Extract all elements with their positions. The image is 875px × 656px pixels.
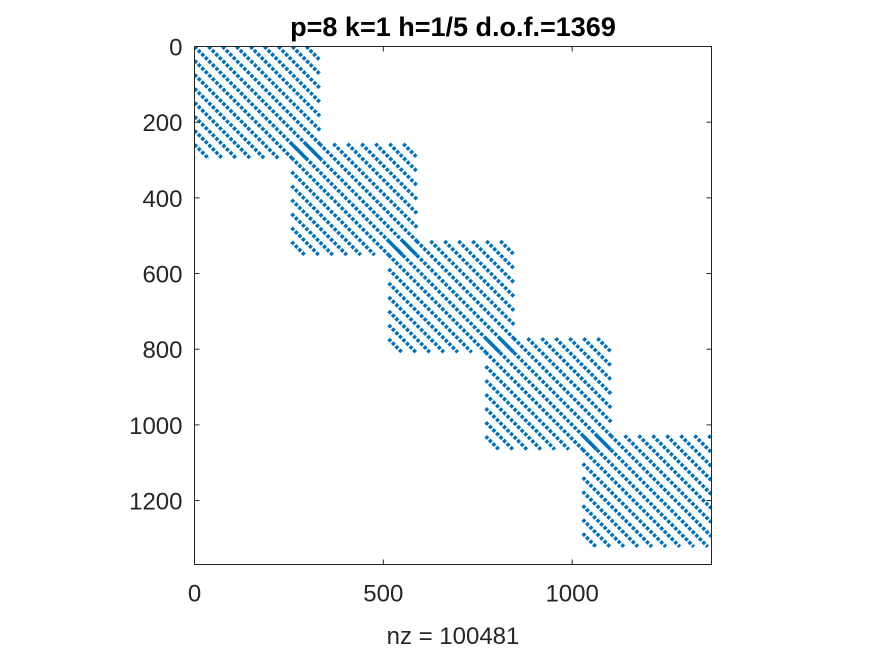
- nonzero-diagonal: [194, 143, 211, 161]
- nonzero-diagonal: [581, 476, 654, 548]
- nonzero-diagonal: [290, 184, 362, 257]
- nonzero-diagonal: [387, 239, 501, 354]
- nonzero-diagonal: [484, 350, 584, 451]
- nonzero-diagonal: [360, 142, 419, 202]
- nonzero-diagonal: [651, 434, 712, 496]
- nonzero-diagonal: [388, 142, 419, 174]
- y-tick-label: 800: [142, 337, 182, 364]
- sparsity-pattern: [194, 46, 712, 548]
- nonzero-block-5: [581, 434, 712, 548]
- x-tick-label: 0: [188, 581, 201, 608]
- nonzero-diagonal: [291, 46, 322, 76]
- nonzero-diagonal: [484, 378, 557, 451]
- nonzero-diagonal: [415, 239, 516, 341]
- nonzero-diagonal: [249, 46, 322, 118]
- nonzero-diagonal: [679, 434, 712, 468]
- nonzero-diagonal: [194, 101, 253, 161]
- nonzero-diagonal: [290, 156, 390, 257]
- nonzero-diagonal: [387, 337, 404, 354]
- nonzero-diagonal: [484, 336, 598, 451]
- y-tick-label: 0: [169, 35, 182, 62]
- nonzero-diagonal: [581, 448, 682, 548]
- chart-title: p=8 k=1 h=1/5 d.o.f.=1369: [290, 12, 616, 42]
- nonzero-block-1: [194, 46, 322, 161]
- nonzero-diagonal: [290, 170, 376, 257]
- nonzero-diagonal: [540, 336, 613, 410]
- nonzero-diagonal: [387, 253, 487, 354]
- nonzero-diagonal: [194, 129, 225, 161]
- nonzero-block-2: [290, 142, 419, 257]
- nonzero-diagonal: [457, 239, 516, 299]
- nonzero-block-4: [484, 336, 613, 451]
- nonzero-diagonal: [665, 434, 712, 482]
- nonzero-diagonal: [194, 46, 308, 161]
- nonzero-diagonal: [609, 434, 712, 538]
- nonzero-diagonal: [581, 462, 668, 548]
- nonzero-diagonal: [484, 434, 501, 451]
- nonzero-diagonal: [581, 518, 612, 548]
- nonzero-diagonal: [387, 281, 459, 354]
- nonzero-diagonal: [512, 336, 613, 438]
- nonzero-diagonal: [582, 336, 613, 368]
- nonzero-diagonal: [207, 46, 322, 160]
- nonzero-diagonal: [318, 142, 419, 244]
- nonzero-diagonal: [263, 46, 322, 104]
- nonzero-diagonal: [707, 434, 712, 440]
- nonzero-diagonal: [484, 420, 515, 451]
- nonzero-diagonal: [305, 46, 322, 62]
- nonzero-diagonal: [290, 198, 348, 257]
- nonzero-diagonal: [194, 87, 267, 161]
- nonzero-diagonal: [290, 240, 307, 257]
- x-tick-label: 1000: [545, 581, 598, 608]
- nonzero-diagonal: [387, 295, 446, 354]
- nonzero-diagonal: [304, 142, 418, 257]
- nonzero-diagonal: [693, 434, 712, 454]
- nonzero-diagonal: [401, 239, 515, 354]
- nonzero-diagonal: [221, 46, 322, 146]
- axis-ticks: 0 500 1000 0 200 400 600 800 1000 1200: [129, 35, 712, 608]
- x-axis-label: nz = 100481: [387, 623, 520, 650]
- nonzero-diagonal: [194, 59, 294, 161]
- nonzero-diagonal: [402, 142, 419, 160]
- plot-area-border: [194, 46, 712, 565]
- nonzero-diagonal: [290, 142, 404, 257]
- nonzero-diagonal: [485, 239, 516, 271]
- nonzero-diagonal: [581, 532, 598, 548]
- x-tick-label: 500: [363, 581, 403, 608]
- y-tick-label: 1000: [129, 413, 182, 440]
- nonzero-diagonal: [498, 336, 612, 451]
- nonzero-diagonal: [623, 434, 712, 524]
- y-tick-label: 200: [142, 110, 182, 137]
- nonzero-diagonal: [484, 392, 543, 451]
- nonzero-diagonal: [554, 336, 613, 396]
- nonzero-block-3: [387, 239, 516, 354]
- nonzero-diagonal: [595, 434, 709, 548]
- y-tick-label: 1200: [129, 489, 182, 516]
- nonzero-diagonal: [346, 142, 419, 216]
- nonzero-diagonal: [581, 434, 696, 548]
- nonzero-diagonal: [596, 336, 613, 354]
- nonzero-diagonal: [443, 239, 516, 313]
- nonzero-diagonal: [484, 364, 571, 451]
- nonzero-diagonal: [387, 267, 473, 354]
- nonzero-diagonal: [581, 490, 640, 548]
- y-tick-label: 400: [142, 186, 182, 213]
- nonzero-diagonal: [387, 323, 418, 354]
- y-tick-label: 600: [142, 262, 182, 289]
- nonzero-diagonal: [290, 226, 321, 257]
- nonzero-diagonal: [499, 239, 516, 257]
- nonzero-diagonal: [637, 434, 712, 510]
